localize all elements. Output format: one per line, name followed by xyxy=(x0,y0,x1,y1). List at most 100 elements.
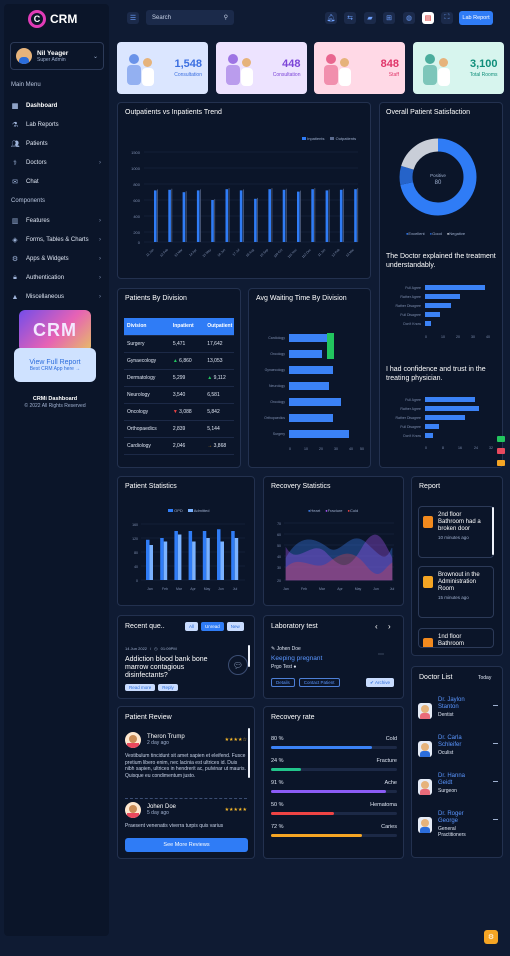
menu-toggle-icon[interactable]: ☰ xyxy=(127,12,139,24)
doctor-item[interactable]: Dr. Roger George General Practitioners xyxy=(418,811,498,838)
table-row[interactable]: Dermatology 5,299 ▲ 9,112 xyxy=(124,369,234,387)
contact-patient-button[interactable]: Contact Patient xyxy=(298,678,340,687)
tab-new[interactable]: New xyxy=(226,622,244,631)
lab-test-name[interactable]: Keeping pregnant xyxy=(271,655,323,662)
tab-unread[interactable]: Unread xyxy=(201,622,224,631)
sidebar-item-features[interactable]: ▥ Features › xyxy=(11,216,101,226)
svg-text:32: 32 xyxy=(489,446,493,450)
svg-text:30: 30 xyxy=(277,566,281,570)
fullscreen-icon[interactable]: ⛶ xyxy=(441,12,453,24)
reply-tag[interactable]: Reply xyxy=(158,684,178,691)
archive-button[interactable]: ✔ Archive xyxy=(366,678,395,687)
flag-icon[interactable]: ▤ xyxy=(422,12,434,24)
sidebar-item-authentication[interactable]: 🔒︎ Authentication › xyxy=(11,273,101,283)
folder-icon[interactable]: ▰ xyxy=(364,12,376,24)
bar-inpatient xyxy=(268,189,271,242)
chevron-down-icon[interactable]: ⌄ xyxy=(92,53,98,60)
table-cell: Orthopaedics xyxy=(124,420,170,438)
scrollbar[interactable] xyxy=(248,645,250,667)
bar-inpatient xyxy=(254,198,257,242)
doctor-name[interactable]: Dr. Carla Schleifer xyxy=(438,735,462,748)
sidebar-item-forms-tables-charts[interactable]: ◈ Forms, Tables & Charts › xyxy=(11,235,101,245)
settings-gear-icon[interactable]: ⚙ xyxy=(484,930,498,944)
svg-text:May: May xyxy=(355,587,362,591)
side-widget-red[interactable] xyxy=(497,448,505,454)
doctor-item[interactable]: Dr. Hanna Geidt Surgeon xyxy=(418,773,498,795)
cart-icon[interactable]: ⊞ xyxy=(383,12,395,24)
legend-heart: Heart xyxy=(310,508,321,513)
table-row[interactable]: Cardiology 2,046 → 3,868 xyxy=(124,437,234,455)
users-icon: 👥︎ xyxy=(10,141,20,148)
sidebar-item-dashboard[interactable]: ▦ Dashboard xyxy=(11,101,101,111)
side-widget-orange[interactable] xyxy=(497,460,505,466)
stat-card[interactable]: 3,100 Total Rooms xyxy=(412,42,504,94)
more-icon[interactable] xyxy=(493,743,498,744)
search-input[interactable]: Search ⚲ xyxy=(146,10,234,25)
lab-report-button[interactable]: Lab Report xyxy=(459,11,493,25)
sidebar-item-doctors[interactable]: ⚕ Doctors › xyxy=(11,158,101,168)
svg-text:13 Mar: 13 Mar xyxy=(173,247,184,258)
report-item[interactable]: 2nd floor Bathroom had a broken door 10 m… xyxy=(418,506,494,558)
cell-text: 6,581 xyxy=(207,391,220,398)
lab-title: Laboratory test xyxy=(271,623,318,630)
table-row[interactable]: Gynaecology ▲ 6,860 13,053 xyxy=(124,352,234,370)
sidebar-item-label: Dashboard xyxy=(26,103,58,109)
sidebar-item-patients[interactable]: 👥︎ Patients xyxy=(11,139,101,149)
doctor-name[interactable]: Dr. Hanna Geidt xyxy=(438,773,466,786)
tab-all[interactable]: All xyxy=(185,622,199,631)
table-cell: 3,540 xyxy=(169,386,205,404)
doctor-name[interactable]: Dr. Jaylon Stanton xyxy=(438,697,465,710)
chevron-left-icon[interactable]: ‹ xyxy=(375,622,378,631)
report-item[interactable]: Brownout in the Administration Room 15 mi… xyxy=(418,566,494,618)
report-scrollbar[interactable] xyxy=(492,507,494,555)
queries-title: Recent que.. xyxy=(125,623,165,630)
details-button[interactable]: Details xyxy=(271,678,295,687)
query-subject[interactable]: Addiction blood bank bone marrow contagi… xyxy=(125,656,208,679)
avatar xyxy=(418,703,432,719)
chevron-right-icon[interactable]: › xyxy=(388,622,391,631)
more-icon[interactable] xyxy=(493,819,498,820)
doctor-filter[interactable]: Today xyxy=(478,675,492,681)
doctor-name[interactable]: Dr. Roger George xyxy=(438,811,464,824)
sidebar-item-apps-widgets[interactable]: ⚙ Apps & Widgets › xyxy=(11,254,101,264)
recovery-panel xyxy=(263,706,404,859)
more-icon[interactable] xyxy=(493,705,498,706)
stat-bar xyxy=(188,531,193,580)
sidebar-item-lab-reports[interactable]: ⚗ Lab Reports xyxy=(11,120,101,130)
stat-card[interactable]: 1,548 Consultation xyxy=(117,42,208,94)
more-icon[interactable] xyxy=(493,781,498,782)
svg-text:Apr: Apr xyxy=(337,587,343,591)
recovery-name: Caries xyxy=(381,824,397,830)
table-row[interactable]: Orthopaedics 2,839 5,144 xyxy=(124,420,234,438)
user-card[interactable]: Nil Yeager Super Admin ⌄ xyxy=(10,42,104,70)
table-row[interactable]: Surgery 5,471 17,642 xyxy=(124,335,234,353)
promo-card[interactable]: CRM View Full Report Best CRM App here → xyxy=(11,310,99,385)
sidebar-item-miscellaneous[interactable]: ▲ Miscellaneous › xyxy=(11,292,101,302)
bar-outpatient xyxy=(185,191,187,242)
table-cell: 5,144 xyxy=(204,420,234,438)
app-logo[interactable]: C CRM xyxy=(28,10,77,28)
more-icon[interactable]: ⋯ xyxy=(378,652,384,658)
promo-title[interactable]: View Full Report xyxy=(29,358,81,366)
sidebar-item-chat[interactable]: ✉ Chat xyxy=(11,177,101,187)
side-widget-green[interactable] xyxy=(497,436,505,442)
stat-card[interactable]: 448 Consultation xyxy=(215,42,307,94)
see-more-reviews-button[interactable]: See More Reviews xyxy=(125,838,248,852)
read-more-tag[interactable]: Read more xyxy=(125,684,156,691)
table-row[interactable]: Oncology ▼ 3,088 5,842 xyxy=(124,403,234,421)
stat-card[interactable]: 848 Staff xyxy=(314,42,405,94)
promo-sub[interactable]: Best CRM App here → xyxy=(29,365,81,372)
recovery-pct: 80 % xyxy=(271,736,284,742)
bell-icon[interactable]: 🔔︎ xyxy=(325,12,337,24)
globe-icon[interactable]: ◍ xyxy=(403,12,415,24)
switch-icon[interactable]: ⇆ xyxy=(344,12,356,24)
doctor-item[interactable]: Dr. Jaylon Stanton Dentist xyxy=(418,697,498,719)
report-item[interactable]: 1nd floor Bathroom xyxy=(418,628,494,648)
features-icon: ▥ xyxy=(11,218,19,225)
table-row[interactable]: Neurology 3,540 6,581 xyxy=(124,386,234,404)
review-scrollbar[interactable] xyxy=(248,728,250,778)
doctor-item[interactable]: Dr. Carla Schleifer Oculist xyxy=(418,735,498,757)
doctor-role: General Practitioners xyxy=(438,826,466,838)
chat-bubble-icon[interactable]: 💬︎ xyxy=(228,655,248,675)
table-cell: Neurology xyxy=(124,386,170,404)
